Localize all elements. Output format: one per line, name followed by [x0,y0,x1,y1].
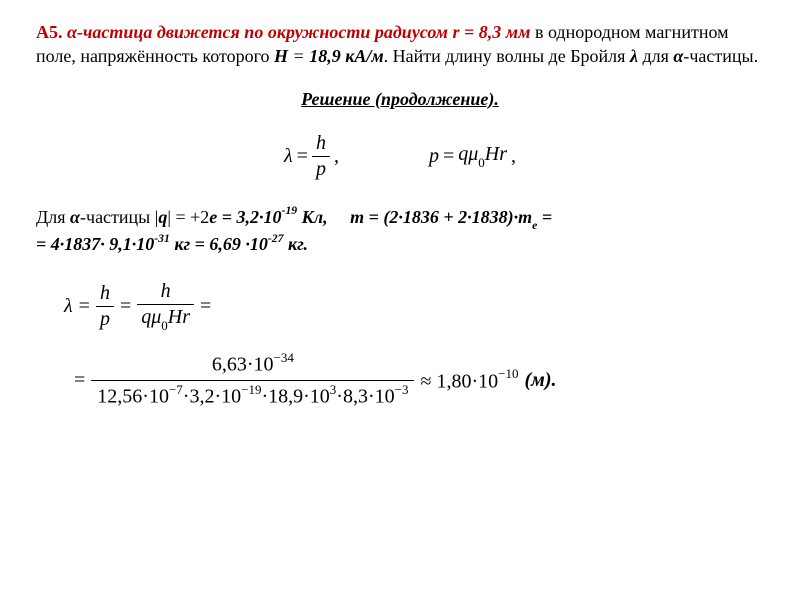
calc-eq3: = [200,295,211,318]
result-unit: (м). [524,369,556,392]
calc-den2-post: Hr [168,306,190,328]
ap-exp1: -19 [282,204,298,217]
p-rhs: qμ0Hr [458,143,507,169]
calc-den3-e3: 3 [330,382,337,397]
problem-text-3: . Найти длину волны де Бройля [384,46,630,66]
frac-bar [312,156,330,157]
eq-sign-1: = [460,22,479,42]
calc-line-1: λ = h p = h qμ0Hr = [64,280,764,332]
problem-text-4: для [638,46,673,66]
calc-line-2: = 6,63·10−34 12,56·10−7·3,2·10−19·18,9·1… [74,350,764,410]
ap-gap [328,207,351,227]
p-rhs-post: Hr [485,143,507,165]
p-rhs-pre: qμ [458,143,478,165]
calc-frac2-num: h [157,280,175,303]
problem-statement: А5. α-частица движется по окружности рад… [36,20,764,69]
calc-frac1-den: p [96,308,114,331]
ap-exp3: -27 [268,232,284,245]
ap-me-sub: e [532,219,537,232]
calculation-block: λ = h p = h qμ0Hr = = 6,63·10−34 12,56·1… [36,280,764,410]
equation-lambda: λ = h p , [284,132,339,181]
calc-den3d: ·8,3·10 [336,386,394,408]
ap-text-1b: -частицы | [80,207,158,227]
calc-den3b: ·3,2·10 [183,386,241,408]
h-value: 18,9 кА/м [309,46,383,66]
ap-line2c: кг. [283,234,308,254]
ap-m: m [350,207,364,227]
calc-approx: ≈ 1,80·10−10 [420,368,518,394]
calc-frac3-den: 12,56·10−7·3,2·10−19·18,9·103·8,3·10−3 [91,382,414,411]
comma-2: , [511,145,516,168]
problem-text-5: -частицы. [683,46,758,66]
calc-eq2: = [120,295,131,318]
calc-eq4: = [74,369,85,392]
equation-row: λ = h p , p = qμ0Hr , [36,132,764,181]
calc-frac2-bar [137,304,194,305]
lambda-sym: λ [284,145,293,168]
calc-num3: 6,63·10 [212,354,274,376]
ap-me: m [518,207,532,227]
calc-den3-e1: −7 [169,382,183,397]
ap-text-1d: = 3,2·10 [217,207,281,227]
calc-eq1: = [79,295,90,318]
eq-sign-2: = [288,46,309,66]
ap-text-1a: Для [36,207,70,227]
ap-alpha: α [70,207,80,227]
p-sym: p [429,145,439,168]
r-value: 8,3 мм [479,22,531,42]
alpha-parameters: Для α-частицы |q| = +2e = 3,2·10-19 Кл, … [36,205,764,257]
calc-den2-pre: qμ [141,306,161,328]
ap-text-1c: | = +2 [167,207,209,227]
calc-num3-exp: −34 [274,350,294,365]
calc-den3c: ·18,9·10 [261,386,329,408]
equation-p: p = qμ0Hr , [429,143,516,169]
ap-text-1e: Кл, [297,207,327,227]
calc-frac2-den: qμ0Hr [137,306,194,332]
calc-frac-2: h qμ0Hr [137,280,194,332]
equals-1: = [297,145,308,168]
calc-den3-e4: −3 [395,382,409,397]
calc-frac3-bar [91,380,414,381]
calc-frac-1: h p [96,282,114,331]
comma-1: , [334,145,339,168]
alpha-var: α [673,46,683,66]
calc-lambda: λ [64,295,73,318]
ap-exp2: -31 [154,232,170,245]
ap-text-1g: = [537,207,552,227]
solution-title: Решение (продолжение). [36,89,764,110]
calc-frac3-num: 6,63·10−34 [206,350,300,379]
calc-result-exp: −10 [498,366,518,381]
equals-2: = [443,145,454,168]
calc-den3a: 12,56·10 [97,386,169,408]
h-var: H [274,46,288,66]
calc-frac-3: 6,63·10−34 12,56·10−7·3,2·10−19·18,9·103… [91,350,414,410]
problem-label: А5. [36,22,63,42]
lambda-var: λ [630,46,638,66]
calc-den3-e2: −19 [241,382,261,397]
calc-frac1-num: h [96,282,114,305]
r-var: r [453,22,460,42]
calc-frac1-bar [96,306,114,307]
problem-text-1: α-частица движется по окружности радиусо… [63,22,453,42]
calc-den2-sub: 0 [161,318,168,333]
fraction-h-over-p: h p [312,132,330,181]
mu-sub-0: 0 [478,155,485,170]
calc-approx-text: ≈ 1,80·10 [420,370,498,392]
ap-line2a: = 4·1837· 9,1·10 [36,234,154,254]
ap-line2b: кг = 6,69 ·10 [170,234,268,254]
frac-num-h: h [312,132,330,155]
ap-text-1f: = (2·1836 + 2·1838)· [364,207,518,227]
frac-den-p: p [312,158,330,181]
